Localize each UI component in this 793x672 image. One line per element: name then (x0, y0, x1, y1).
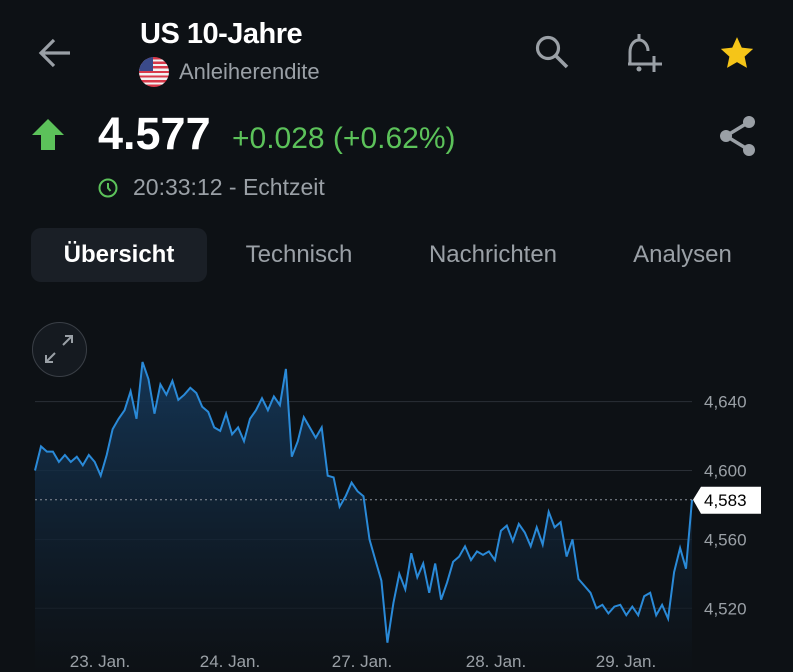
x-tick-label: 24. Jan. (200, 652, 261, 671)
back-arrow-icon[interactable] (36, 36, 74, 70)
y-tick-label: 4,600 (704, 462, 747, 481)
last-value-label: 4,583 (704, 491, 747, 510)
tab-news[interactable]: Nachrichten (428, 241, 558, 268)
star-icon[interactable] (718, 34, 756, 72)
arrow-up-icon (32, 119, 64, 150)
clock-icon (98, 178, 118, 198)
search-icon[interactable] (533, 33, 573, 73)
quote-time: 20:33:12 - Echtzeit (133, 174, 325, 200)
tab-analyses[interactable]: Analysen (633, 241, 732, 268)
last-value-tag: 4,583 (693, 486, 761, 514)
price: 4.577 (98, 108, 211, 159)
price-change: +0.028 (+0.62%) (232, 122, 456, 155)
price-chart[interactable]: 4,640 4,600 4,560 4,520 23. Jan. 24. Jan. 27.… (0, 300, 793, 672)
tab-bar: Übersicht Technisch Nachrichten Analysen (0, 228, 793, 282)
x-tick-label: 27. Jan. (332, 652, 393, 671)
tab-overview[interactable]: Übersicht (31, 228, 207, 282)
expand-chart-button[interactable] (32, 322, 87, 377)
share-icon[interactable] (718, 114, 758, 158)
x-tick-label: 29. Jan. (596, 652, 657, 671)
x-tick-label: 28. Jan. (466, 652, 527, 671)
y-tick-label: 4,560 (704, 530, 747, 549)
tab-technical[interactable]: Technisch (245, 241, 353, 268)
chart-area-fill (35, 362, 692, 672)
y-tick-label: 4,520 (704, 599, 747, 618)
expand-icon (45, 335, 73, 363)
bell-plus-icon[interactable] (620, 30, 666, 76)
x-tick-label: 23. Jan. (70, 652, 131, 671)
y-tick-label: 4,640 (704, 393, 747, 412)
instrument-type: Anleiherendite (179, 59, 320, 84)
us-flag-icon (139, 57, 169, 87)
page-title: US 10-Jahre (140, 18, 303, 50)
chart-series-line (34, 361, 693, 643)
